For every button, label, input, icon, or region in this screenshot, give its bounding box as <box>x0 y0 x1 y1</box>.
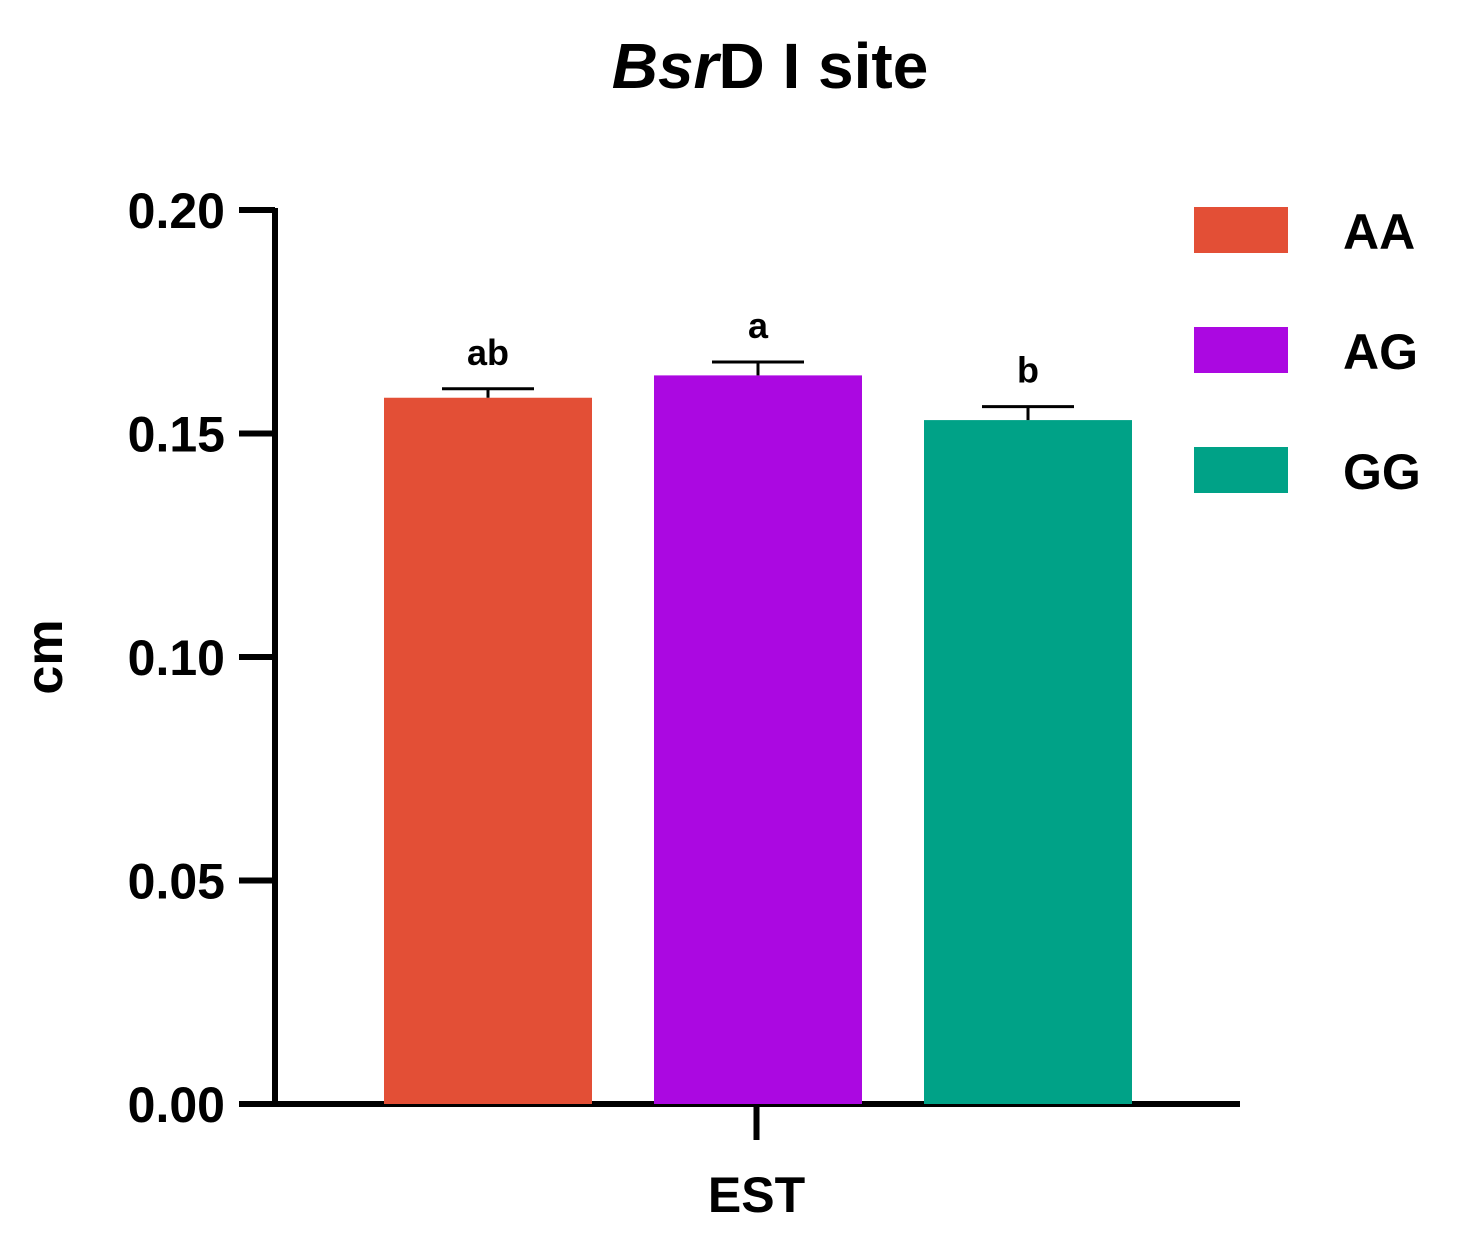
axes: 0.00 0.05 0.10 0.15 0.20 cm EST <box>16 183 1240 1223</box>
chart-title-italic: Bsr <box>612 30 722 102</box>
y-tick-label: 0.10 <box>128 630 225 686</box>
bar-aa <box>384 397 592 1104</box>
legend: AA AG GG <box>1194 204 1421 500</box>
chart-title-rest: D I site <box>718 30 928 102</box>
legend-swatch-aa <box>1194 207 1288 253</box>
y-tick-label: 0.00 <box>128 1077 225 1133</box>
y-tick-label: 0.15 <box>128 407 225 463</box>
significance-label: b <box>1017 350 1039 391</box>
y-axis-label: cm <box>16 619 74 694</box>
legend-label-ag: AG <box>1343 324 1418 380</box>
y-tick-label: 0.20 <box>128 183 225 239</box>
legend-label-aa: AA <box>1343 204 1415 260</box>
x-category-label: EST <box>708 1167 805 1223</box>
significance-label: ab <box>467 332 509 373</box>
legend-swatch-gg <box>1194 447 1288 493</box>
bar-gg <box>924 420 1132 1105</box>
y-tick-label: 0.05 <box>128 854 225 910</box>
chart-title: BsrD I site <box>612 30 929 102</box>
legend-swatch-ag <box>1194 327 1288 373</box>
significance-label: a <box>748 305 769 346</box>
legend-label-gg: GG <box>1343 444 1421 500</box>
bar-ag <box>654 375 862 1104</box>
